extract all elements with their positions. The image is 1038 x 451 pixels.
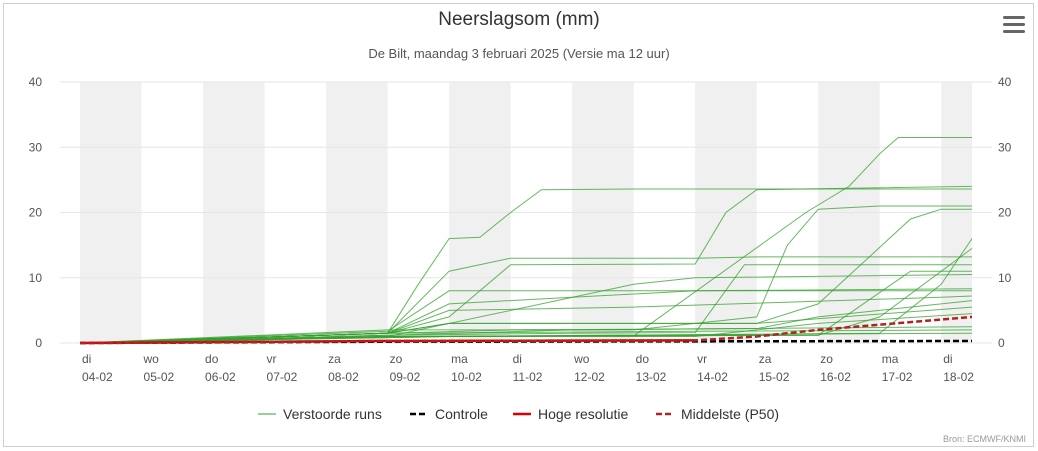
y-tick-label-right: 40 <box>998 75 1012 89</box>
perturbed-run-line <box>79 205 972 344</box>
x-tick-day: wo <box>573 352 590 366</box>
x-tick-date: 04-02 <box>82 370 113 384</box>
chart-subtitle: De Bilt, maandag 3 februari 2025 (Versie… <box>368 46 670 61</box>
legend-item-verstoorde-runs[interactable]: Verstoorde runs <box>258 406 382 422</box>
legend-item-hoge-resolutie[interactable]: Hoge resolutie <box>513 406 628 422</box>
legend-item-controle[interactable]: Controle <box>410 406 488 422</box>
x-tick-date: 10-02 <box>451 370 482 384</box>
legend-item-middelste-p50[interactable]: Middelste (P50) <box>656 406 779 422</box>
x-tick-date: 07-02 <box>267 370 298 384</box>
x-tick-day: do <box>636 352 650 366</box>
x-tick-day: vr <box>267 352 277 366</box>
x-tick-day: wo <box>143 352 160 366</box>
x-tick-date: 18-02 <box>943 370 974 384</box>
x-tick-day: di <box>513 352 522 366</box>
x-tick-day: di <box>82 352 91 366</box>
x-tick-day: di <box>943 352 952 366</box>
perturbed-run-line <box>79 185 973 344</box>
x-tick-date: 16-02 <box>820 370 851 384</box>
credits: Bron: ECMWF/KNMI <box>942 434 1026 444</box>
legend-label: Verstoorde runs <box>283 406 382 422</box>
x-tick-day: za <box>759 352 772 366</box>
x-tick-date: 14-02 <box>697 370 728 384</box>
x-tick-date: 15-02 <box>759 370 790 384</box>
hamburger-menu-icon[interactable] <box>1003 16 1025 36</box>
y-tick-label: 20 <box>29 206 43 220</box>
legend-label: Middelste (P50) <box>681 406 779 422</box>
legend-label: Hoge resolutie <box>538 406 628 422</box>
x-tick-day: za <box>328 352 341 366</box>
x-tick-date: 05-02 <box>144 370 175 384</box>
x-tick-date: 08-02 <box>328 370 359 384</box>
x-tick-date: 09-02 <box>390 370 421 384</box>
x-tick-day: ma <box>882 352 899 366</box>
x-tick-day: ma <box>451 352 468 366</box>
x-tick-date: 06-02 <box>205 370 236 384</box>
x-tick-day: zo <box>820 352 833 366</box>
y-tick-label-right: 30 <box>998 140 1012 154</box>
x-tick-day: vr <box>697 352 707 366</box>
x-tick-date: 13-02 <box>636 370 667 384</box>
perturbed-run-line <box>79 188 972 344</box>
legend-label: Controle <box>435 406 488 422</box>
y-tick-label-right: 0 <box>998 336 1005 350</box>
y-tick-label: 40 <box>29 75 43 89</box>
y-tick-label-right: 20 <box>998 206 1012 220</box>
y-tick-label: 30 <box>29 140 43 154</box>
x-tick-day: do <box>205 352 219 366</box>
y-tick-label: 10 <box>29 271 43 285</box>
perturbed-run-line <box>79 290 972 344</box>
median-line <box>79 315 973 345</box>
x-tick-date: 12-02 <box>574 370 605 384</box>
y-tick-label: 0 <box>35 336 42 350</box>
y-tick-label-right: 10 <box>998 271 1012 285</box>
x-tick-day: zo <box>390 352 403 366</box>
chart-title: Neerslagsom (mm) <box>438 9 600 30</box>
x-tick-date: 17-02 <box>882 370 913 384</box>
perturbed-run-line <box>79 329 973 344</box>
x-tick-date: 11-02 <box>513 370 543 384</box>
